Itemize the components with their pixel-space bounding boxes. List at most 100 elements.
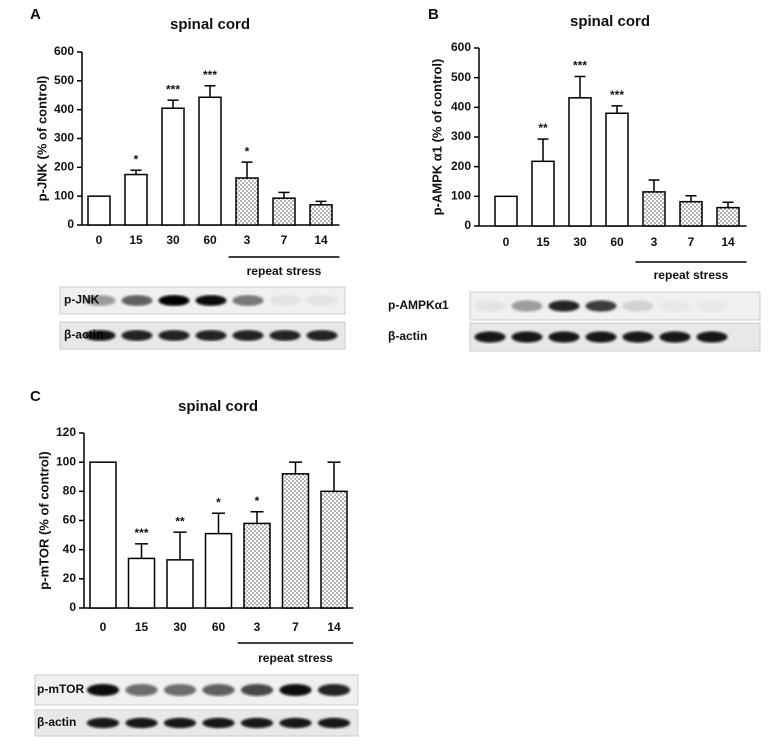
blot-band xyxy=(269,295,301,306)
blot-band xyxy=(121,330,153,341)
y-tick-label: 500 xyxy=(451,70,471,84)
group-label: repeat stress xyxy=(654,268,729,282)
x-tick-label: 14 xyxy=(327,620,341,634)
bar xyxy=(166,559,194,609)
bar xyxy=(494,195,518,227)
blot-label: β-actin xyxy=(37,715,76,729)
panel-label: C xyxy=(30,388,41,405)
bar xyxy=(605,112,629,227)
x-tick-label: 3 xyxy=(651,235,658,249)
blot-label: p-AMPKα1 xyxy=(388,298,449,312)
chart-title: spinal cord xyxy=(178,398,258,415)
x-tick-label: 7 xyxy=(688,235,695,249)
blot-band xyxy=(195,330,227,341)
y-tick-label: 40 xyxy=(63,542,77,556)
y-tick-label: 20 xyxy=(63,571,77,585)
x-tick-label: 3 xyxy=(244,233,251,247)
blot-band xyxy=(548,300,580,312)
blot-band xyxy=(585,331,617,343)
bar xyxy=(204,532,233,609)
y-tick-label: 300 xyxy=(451,129,471,143)
blot-band xyxy=(202,684,235,696)
blot-band xyxy=(306,330,338,341)
y-tick-label: 80 xyxy=(63,484,77,498)
blot-label: β-actin xyxy=(388,329,427,343)
blot-band xyxy=(84,295,116,306)
blot-band xyxy=(232,330,264,341)
blot-band xyxy=(86,684,120,696)
bar xyxy=(235,177,259,226)
y-axis-label: p-JNK (% of control) xyxy=(34,76,49,202)
y-tick-label: 500 xyxy=(54,73,74,87)
group-label: repeat stress xyxy=(258,651,333,665)
y-tick-label: 100 xyxy=(56,454,76,468)
y-tick-label: 0 xyxy=(69,600,76,614)
significance-label: * xyxy=(134,152,139,166)
significance-label: * xyxy=(245,144,250,158)
x-tick-label: 30 xyxy=(173,620,187,634)
y-tick-label: 200 xyxy=(54,160,74,174)
blot-band xyxy=(158,295,190,306)
y-tick-label: 200 xyxy=(451,159,471,173)
blot-band xyxy=(317,717,351,729)
blot-band xyxy=(279,684,312,696)
panel-label: B xyxy=(428,6,439,23)
significance-label: * xyxy=(255,494,260,508)
bar xyxy=(309,204,333,226)
x-tick-label: 60 xyxy=(610,235,624,249)
x-tick-label: 15 xyxy=(536,235,550,249)
blot-label: p-mTOR xyxy=(37,682,84,696)
y-tick-label: 0 xyxy=(464,218,471,232)
y-tick-label: 400 xyxy=(451,100,471,114)
y-tick-label: 600 xyxy=(54,44,74,58)
group-label: repeat stress xyxy=(247,264,322,278)
x-tick-label: 14 xyxy=(721,235,735,249)
significance-label: * xyxy=(216,495,221,509)
bar xyxy=(198,96,222,226)
significance-label: ** xyxy=(538,121,548,135)
blot-band xyxy=(659,300,690,311)
blot-band xyxy=(269,330,301,341)
bar xyxy=(531,160,555,227)
blot-band xyxy=(474,331,506,343)
significance-label: *** xyxy=(610,88,624,102)
chart-title: spinal cord xyxy=(570,13,650,30)
blot-bands xyxy=(84,330,338,341)
y-tick-label: 100 xyxy=(451,189,471,203)
x-tick-label: 60 xyxy=(203,233,217,247)
blot-band xyxy=(585,300,617,312)
y-tick-label: 0 xyxy=(67,217,74,231)
bar xyxy=(679,200,703,227)
blot-bands xyxy=(474,300,727,312)
significance-label: *** xyxy=(573,59,587,73)
bar xyxy=(568,97,592,227)
blot-band xyxy=(659,331,691,343)
blot-bands xyxy=(86,684,351,696)
blot-band xyxy=(125,717,158,729)
bar xyxy=(89,461,117,609)
x-tick-label: 30 xyxy=(573,235,587,249)
blot-band xyxy=(317,684,351,696)
y-tick-label: 400 xyxy=(54,102,74,116)
blot-band xyxy=(240,717,274,729)
bar xyxy=(243,522,271,609)
x-tick-label: 0 xyxy=(503,235,510,249)
blot-band xyxy=(163,717,197,729)
blot-band xyxy=(622,300,654,312)
y-tick-label: 100 xyxy=(54,188,74,202)
significance-label: ** xyxy=(175,514,185,528)
x-tick-label: 0 xyxy=(100,620,107,634)
y-tick-label: 60 xyxy=(63,513,77,527)
x-tick-label: 7 xyxy=(292,620,299,634)
blot-band xyxy=(84,330,116,341)
x-tick-label: 15 xyxy=(129,233,143,247)
y-tick-label: 120 xyxy=(56,425,76,439)
blot-band xyxy=(232,295,264,306)
bar xyxy=(124,173,148,226)
bar xyxy=(127,557,156,609)
bar xyxy=(716,206,740,227)
bar xyxy=(281,473,310,609)
blot-band xyxy=(696,300,727,311)
blot-bands xyxy=(474,331,728,343)
